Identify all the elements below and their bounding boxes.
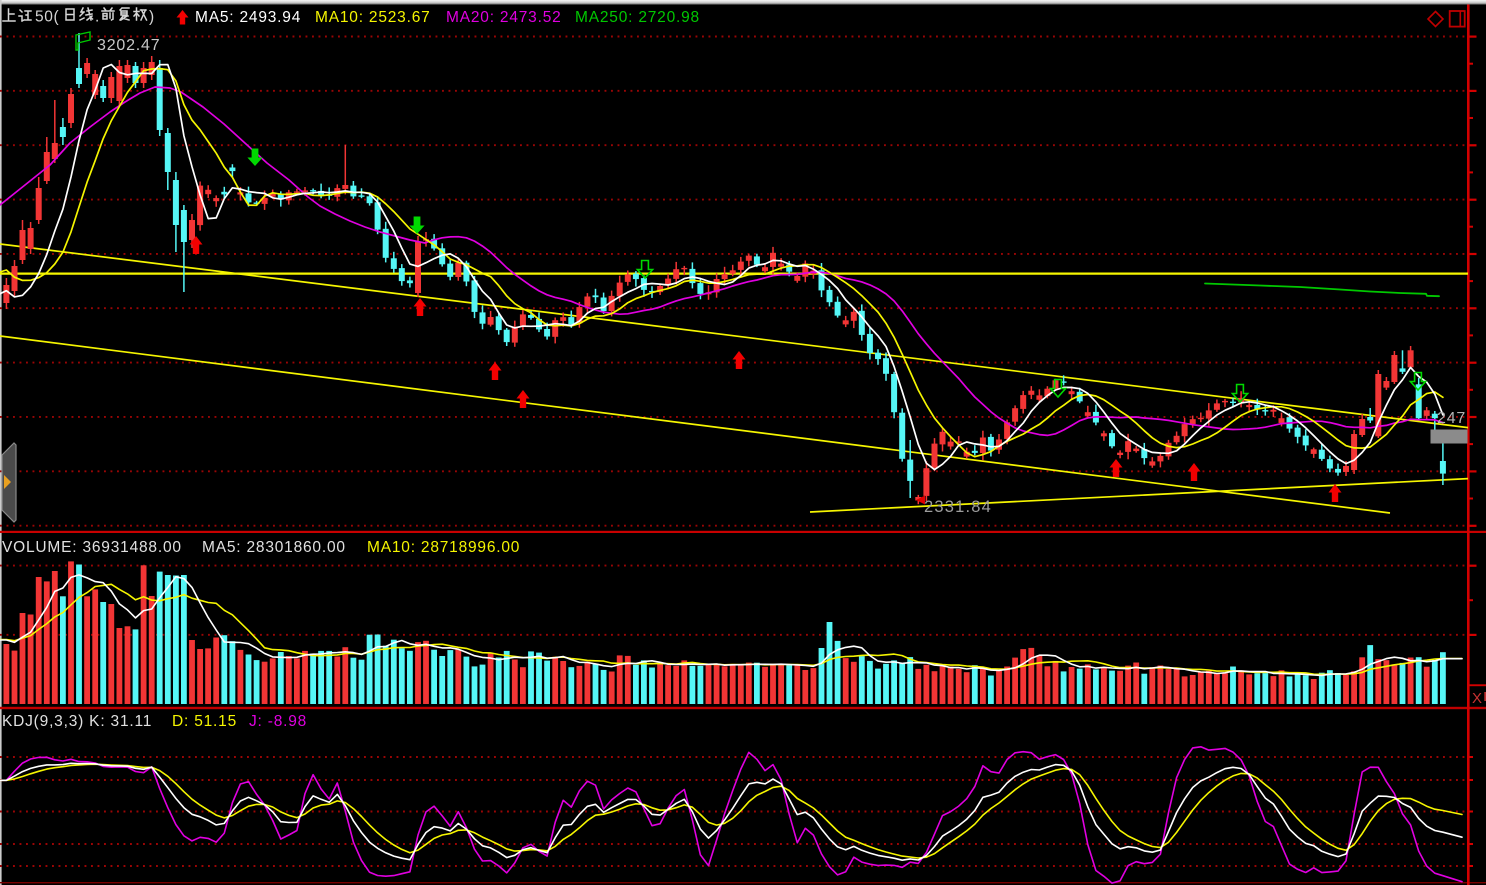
svg-text:3202.47: 3202.47 bbox=[97, 37, 160, 54]
svg-text:X: X bbox=[1472, 690, 1482, 707]
svg-text:D: 51.15: D: 51.15 bbox=[172, 713, 237, 730]
svg-text:2331.84: 2331.84 bbox=[924, 498, 992, 516]
svg-text:): ) bbox=[149, 9, 154, 26]
svg-text:J: -8.98: J: -8.98 bbox=[249, 713, 307, 730]
svg-text:MA10: 2523.67: MA10: 2523.67 bbox=[315, 9, 431, 26]
svg-text:VOLUME: 36931488.00: VOLUME: 36931488.00 bbox=[2, 539, 182, 556]
svg-text:KDJ(9,3,3) K: 31.11: KDJ(9,3,3) K: 31.11 bbox=[2, 713, 152, 730]
svg-text:MA10: 28718996.00: MA10: 28718996.00 bbox=[367, 539, 520, 556]
svg-text:MA5: 28301860.00: MA5: 28301860.00 bbox=[202, 539, 346, 556]
svg-text:MA250: 2720.98: MA250: 2720.98 bbox=[575, 9, 700, 26]
svg-text:50(: 50( bbox=[35, 9, 59, 26]
svg-text:247: 247 bbox=[1437, 410, 1466, 427]
svg-text:.: . bbox=[95, 9, 99, 26]
svg-text:MA5: 2493.94: MA5: 2493.94 bbox=[195, 9, 301, 26]
svg-text:MA20: 2473.52: MA20: 2473.52 bbox=[446, 9, 562, 26]
